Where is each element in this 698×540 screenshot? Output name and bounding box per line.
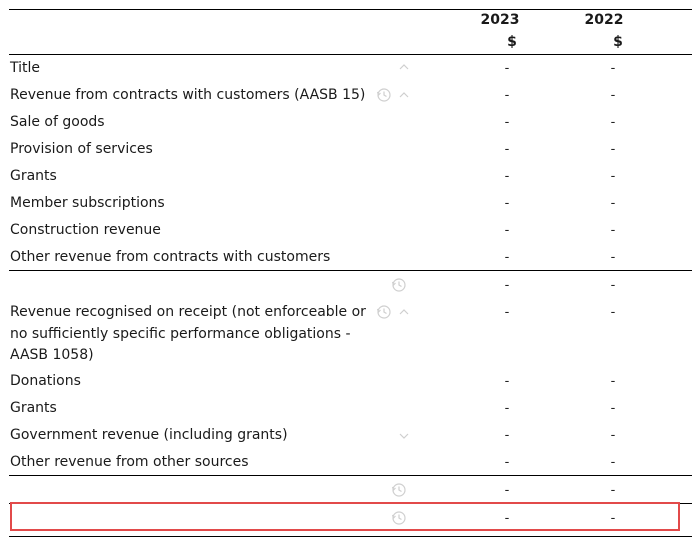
value-2023: - [504, 428, 510, 443]
value-2022: - [610, 455, 616, 470]
chevron-up-icon[interactable] [395, 303, 413, 321]
value-2022: - [610, 88, 616, 103]
value-2023: - [504, 142, 510, 157]
column-header-2022: 2022 [584, 12, 624, 28]
value-2023: - [504, 169, 510, 184]
row-label: Government revenue (including grants) [10, 427, 288, 443]
value-2022: - [610, 115, 616, 130]
value-2022: - [610, 169, 616, 184]
value-2022: - [610, 196, 616, 211]
value-2022: - [610, 305, 616, 320]
history-icon[interactable] [390, 276, 408, 294]
value-2023: - [504, 374, 510, 389]
row-label: Other revenue from other sources [10, 454, 249, 470]
value-2023: - [504, 278, 510, 293]
row-label: Other revenue from contracts with custom… [10, 249, 331, 265]
row-label: Sale of goods [10, 114, 105, 130]
history-icon[interactable] [390, 481, 408, 499]
selected-row-highlight[interactable] [10, 502, 680, 531]
value-2022: - [610, 61, 616, 76]
total-bottom-rule [9, 536, 692, 537]
value-2022: - [610, 401, 616, 416]
value-2023: - [504, 115, 510, 130]
row-label: Grants [10, 168, 57, 184]
currency-header-2022: $ [613, 34, 623, 50]
value-2023: - [504, 401, 510, 416]
row-label: Revenue from contracts with customers (A… [10, 87, 366, 103]
row-label: Grants [10, 400, 57, 416]
value-2022: - [610, 278, 616, 293]
currency-header-2023: $ [507, 34, 517, 50]
value-2022: - [610, 250, 616, 265]
column-header-2023: 2023 [480, 12, 520, 28]
value-2022: - [610, 223, 616, 238]
subtotal-rule [9, 475, 692, 476]
chevron-up-icon[interactable] [395, 86, 413, 104]
value-2022: - [610, 374, 616, 389]
value-2023: - [504, 305, 510, 320]
row-label: Donations [10, 373, 81, 389]
value-2023: - [504, 88, 510, 103]
row-label: Title [10, 60, 41, 76]
subtotal-rule [9, 270, 692, 271]
table-top-rule [9, 9, 692, 10]
history-icon[interactable] [375, 303, 393, 321]
history-icon[interactable] [375, 86, 393, 104]
value-2023: - [504, 250, 510, 265]
value-2022: - [610, 428, 616, 443]
value-2023: - [504, 483, 510, 498]
value-2023: - [504, 511, 510, 526]
value-2023: - [504, 455, 510, 470]
chevron-down-icon[interactable] [395, 427, 413, 445]
value-2023: - [504, 196, 510, 211]
history-icon[interactable] [390, 509, 408, 527]
row-label: Revenue recognised on receipt (not enfor… [10, 304, 366, 363]
value-2023: - [504, 61, 510, 76]
header-bottom-rule [9, 54, 692, 55]
row-label: Provision of services [10, 141, 153, 157]
chevron-up-icon[interactable] [395, 58, 413, 76]
row-label: Member subscriptions [10, 195, 165, 211]
row-label: Construction revenue [10, 222, 161, 238]
value-2022: - [610, 511, 616, 526]
value-2023: - [504, 223, 510, 238]
value-2022: - [610, 142, 616, 157]
value-2022: - [610, 483, 616, 498]
